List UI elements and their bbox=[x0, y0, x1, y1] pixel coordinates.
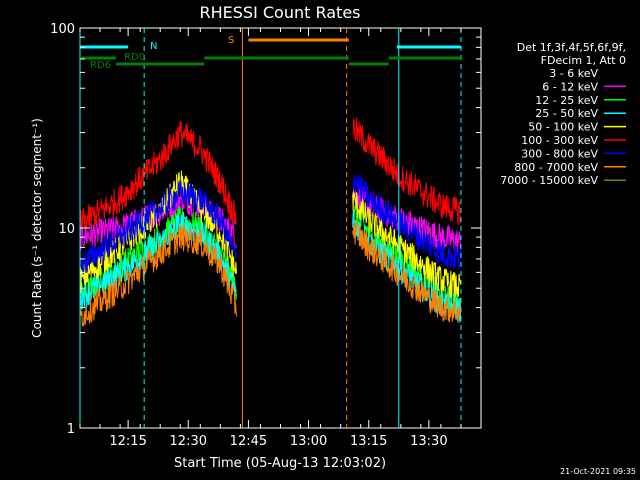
series-layer bbox=[79, 117, 461, 367]
legend-entry-label: 3 - 6 keV bbox=[549, 67, 598, 80]
series-line bbox=[352, 174, 461, 269]
legend-entry-label: 12 - 25 keV bbox=[535, 94, 598, 107]
y-tick-label: 1 bbox=[67, 422, 75, 437]
state-bar-label: S bbox=[228, 35, 234, 46]
x-axis-label: Start Time (05-Aug-13 12:03:02) bbox=[174, 456, 386, 471]
vertical-marker-layer bbox=[79, 28, 462, 428]
y-axis-label: Count Rate (s⁻¹ detector segment⁻¹) bbox=[30, 118, 44, 338]
chart-title: RHESSI Count Rates bbox=[200, 3, 361, 22]
state-bar-label: RD0 bbox=[124, 52, 145, 63]
legend-entry-label: 100 - 300 keV bbox=[521, 134, 598, 147]
legend-entry-label: 7000 - 15000 keV bbox=[500, 174, 598, 187]
series-line bbox=[352, 228, 461, 367]
series-line bbox=[352, 189, 461, 298]
series-line bbox=[79, 233, 237, 354]
y-tick-label: 10 bbox=[58, 222, 75, 237]
series-line bbox=[352, 186, 461, 254]
x-axis: 12:15 12:30 12:45 13:00 13:15 13:30 bbox=[79, 28, 482, 449]
legend-entry-label: 300 - 800 keV bbox=[521, 147, 598, 160]
legend-entry-label: 800 - 7000 keV bbox=[514, 161, 598, 174]
series-line bbox=[79, 180, 237, 275]
series-line bbox=[352, 117, 461, 226]
legend: Det 1f,3f,4f,5f,6f,9f, FDecim 1, Att 0 3… bbox=[500, 41, 626, 187]
x-tick-label: 12:45 bbox=[230, 434, 267, 449]
legend-header-line-2: FDecim 1, Att 0 bbox=[541, 54, 626, 67]
y-tick-label: 100 bbox=[50, 22, 75, 37]
legend-entry-label: 50 - 100 keV bbox=[528, 121, 598, 134]
x-tick-label: 13:30 bbox=[410, 434, 447, 449]
series-line bbox=[352, 219, 461, 323]
x-tick-label: 13:00 bbox=[290, 434, 327, 449]
attenuator-state-bars: N S RD0 RD6 bbox=[80, 35, 461, 71]
legend-entry-label: 25 - 50 keV bbox=[535, 107, 598, 120]
series-line bbox=[79, 211, 237, 310]
generation-timestamp: 21-Oct-2021 09:35 bbox=[560, 467, 636, 476]
series-line bbox=[79, 224, 237, 327]
state-bar-label: N bbox=[150, 41, 157, 52]
legend-header-line-1: Det 1f,3f,4f,5f,6f,9f, bbox=[517, 41, 626, 54]
y-axis: 1 10 100 bbox=[50, 22, 481, 437]
x-tick-label: 13:15 bbox=[350, 434, 387, 449]
series-line bbox=[79, 120, 237, 232]
state-bar-label: RD6 bbox=[90, 60, 111, 71]
x-tick-label: 12:30 bbox=[170, 434, 207, 449]
legend-entry-label: 6 - 12 keV bbox=[542, 80, 598, 93]
x-tick-label: 12:15 bbox=[109, 434, 146, 449]
